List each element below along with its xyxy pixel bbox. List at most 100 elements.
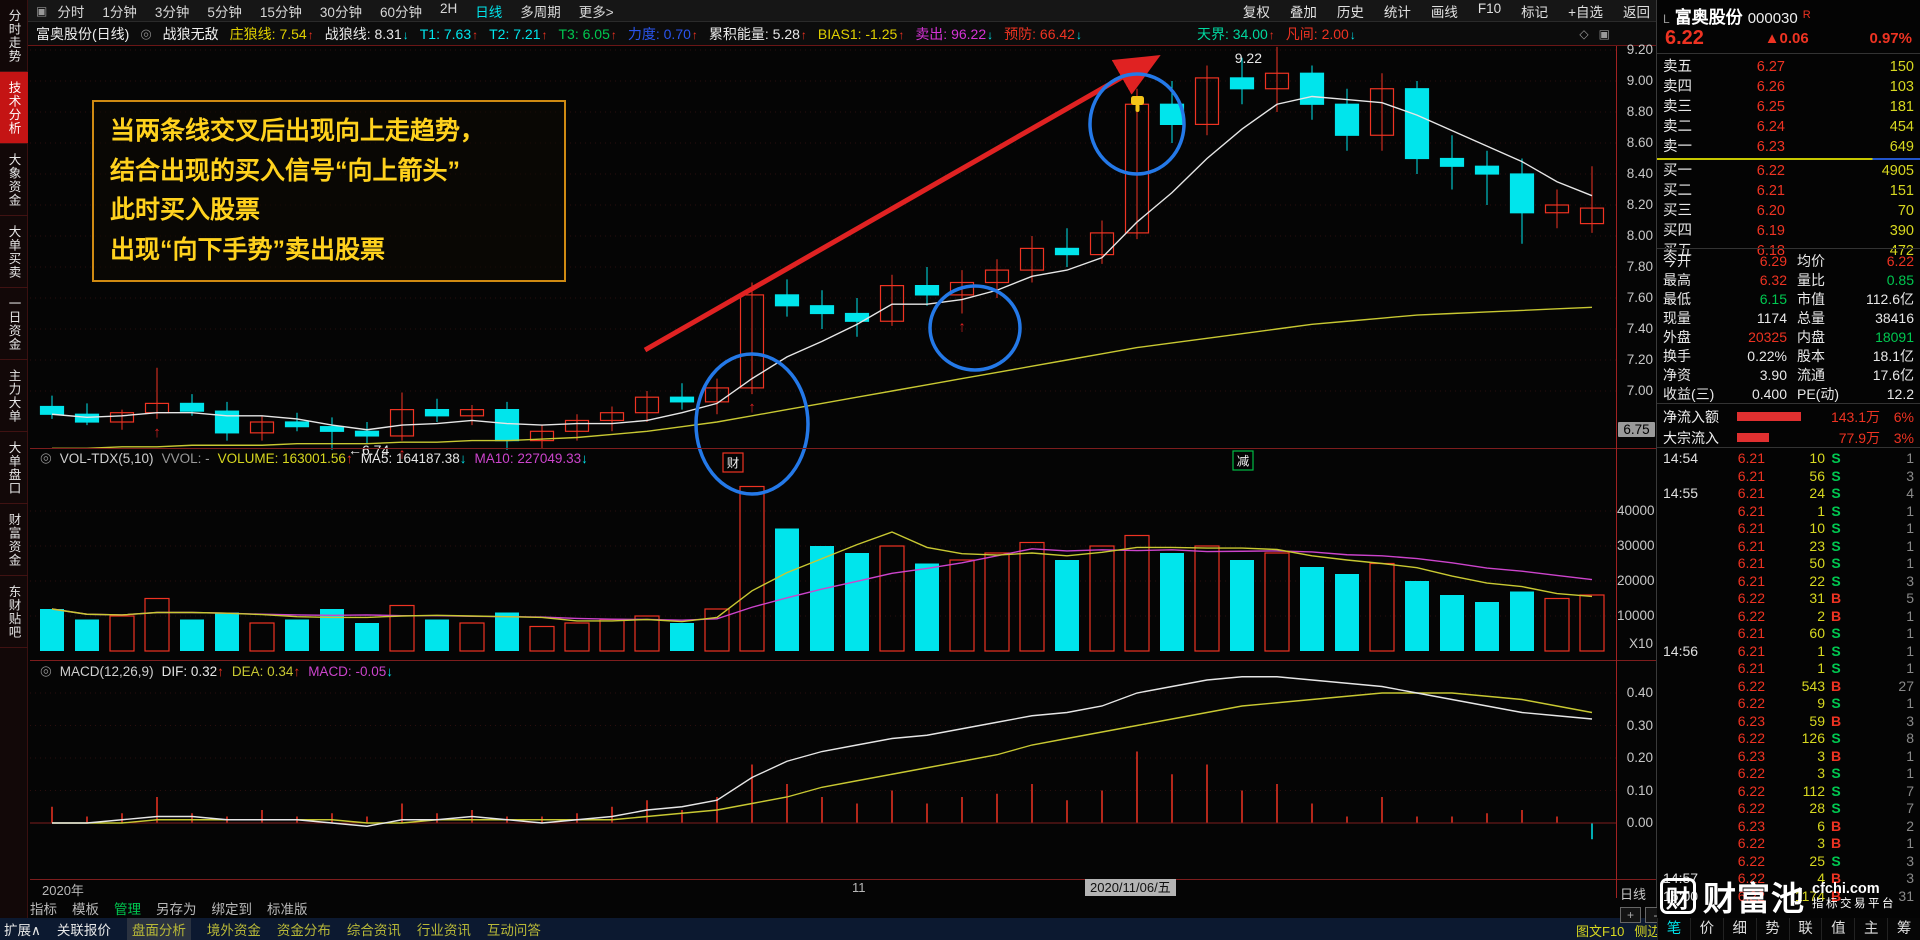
price-row: 6.22 ▲0.06 0.97%: [1657, 27, 1920, 51]
panel-border[interactable]: [1656, 0, 1657, 940]
tool-+自选[interactable]: +自选: [1568, 4, 1603, 20]
tick-count: 3: [1906, 467, 1914, 484]
collapse-icon[interactable]: ◎: [140, 26, 152, 41]
period-tab-1分钟[interactable]: 1分钟: [102, 4, 137, 20]
stat-value: 0.22%: [1747, 348, 1787, 364]
panel-toggle-icon[interactable]: ▣: [1598, 27, 1610, 41]
zoom-in-button[interactable]: +: [1620, 907, 1641, 923]
bottom-link-综合资讯[interactable]: 综合资讯: [346, 923, 401, 938]
vol-ma5-value: MA5: 164187.38↓: [360, 450, 467, 466]
period-tab-5分钟[interactable]: 5分钟: [207, 4, 242, 20]
tool-画线[interactable]: 画线: [1430, 4, 1458, 20]
bottom-tab-模板[interactable]: 模板: [72, 901, 99, 917]
quote-tab-联[interactable]: 联: [1788, 918, 1822, 940]
period-tab-30分钟[interactable]: 30分钟: [319, 4, 362, 20]
ask-price: 6.25: [1756, 99, 1785, 115]
bottom-link-境外资金[interactable]: 境外资金: [206, 923, 261, 938]
bottom-tab-指标[interactable]: 指标: [30, 901, 57, 917]
link-图文F10[interactable]: 图文F10: [1576, 924, 1625, 939]
bid-row: 买三 6.20 70: [1657, 202, 1920, 220]
bottom-tab-标准版[interactable]: 标准版: [267, 901, 308, 917]
bottom-tab-绑定到[interactable]: 绑定到: [211, 901, 253, 917]
quote-tab-主[interactable]: 主: [1854, 918, 1887, 940]
annotation-line: 当两条线交叉后出现向上走趋势，: [110, 117, 486, 145]
indicator-value: T3: 6.05↑: [558, 26, 617, 42]
period-tab-分时[interactable]: 分时: [57, 4, 85, 20]
window-icon[interactable]: ▣: [36, 3, 48, 18]
quote-tab-势[interactable]: 势: [1755, 918, 1789, 940]
x-axis-year: 2020年: [42, 883, 84, 898]
bottom-link-行业资讯[interactable]: 行业资讯: [416, 923, 471, 938]
tool-F10[interactable]: F10: [1477, 0, 1502, 16]
tick-side: S: [1831, 502, 1841, 519]
sidebar-item-大象资金[interactable]: 大象资金: [0, 144, 28, 216]
tool-返回[interactable]: 返回: [1623, 4, 1650, 20]
tick-price: 6.22: [1737, 852, 1765, 869]
candlestick-chart[interactable]: ↑ ↑ ↑ ↑ 9.22 ←6.74 财 减: [30, 46, 1616, 879]
quote-tab-笔[interactable]: 笔: [1657, 918, 1690, 940]
stat-row: 今开 6.29 均价 6.22: [1657, 253, 1920, 270]
axis-tick: 0.20: [1626, 750, 1653, 765]
period-tab-2H[interactable]: 2H: [439, 0, 458, 16]
period-tab-15分钟[interactable]: 15分钟: [259, 4, 302, 20]
period-tab-60分钟[interactable]: 60分钟: [379, 4, 422, 20]
bottom-link-互动问答[interactable]: 互动问答: [486, 923, 541, 938]
stat-label: 最高: [1663, 272, 1691, 288]
ask-label: 卖一: [1663, 139, 1692, 155]
tool-历史[interactable]: 历史: [1336, 4, 1364, 20]
sidebar-item-财富资金[interactable]: 财富资金: [0, 504, 28, 576]
bid-price: 6.21: [1756, 183, 1785, 199]
axis-tick: 8.60: [1626, 135, 1653, 150]
tick-row: 6.21 56 S 3: [1657, 468, 1920, 486]
sidebar-item-东财贴吧[interactable]: 东财贴吧: [0, 576, 28, 648]
bottom-tab-管理[interactable]: 管理: [114, 901, 141, 917]
axis-tick: 7.00: [1626, 383, 1653, 398]
quote-tab-细[interactable]: 细: [1722, 918, 1756, 940]
sidebar-item-大单盘口[interactable]: 大单盘口: [0, 432, 28, 504]
watermark-site: cfchi.com: [1812, 881, 1880, 898]
bottom-link-关联报价[interactable]: 关联报价: [56, 923, 111, 938]
tick-time: [1663, 853, 1709, 871]
tick-side: B: [1830, 747, 1842, 764]
period-tab-多周期[interactable]: 多周期: [520, 4, 561, 20]
collapse-icon[interactable]: ◎: [40, 663, 52, 678]
tick-count: 1: [1906, 520, 1914, 536]
tool-叠加[interactable]: 叠加: [1289, 4, 1317, 20]
tool-标记[interactable]: 标记: [1521, 4, 1549, 20]
tick-volume: 3: [1817, 765, 1825, 781]
sidebar-item-大单买卖[interactable]: 大单买卖: [0, 216, 28, 288]
indicator-bar: 富奥股份(日线) ◎ 战狼无敌 庄狼线: 7.54↑ 战狼线: 8.31↓ T1: …: [28, 22, 1656, 46]
sidebar-item-分时走势[interactable]: 分时走势: [0, 0, 28, 72]
stat-row: 净资 3.90 流通 17.6亿: [1657, 367, 1920, 384]
bottom-tab-另存为[interactable]: 另存为: [156, 901, 197, 917]
collapse-icon[interactable]: ◎: [40, 450, 52, 465]
diamond-icon[interactable]: ◇: [1579, 27, 1589, 41]
flow-label: 净流入额: [1663, 408, 1719, 425]
sidebar-item-一日资金[interactable]: 一日资金: [0, 288, 28, 360]
stat-value: 1174: [1756, 310, 1787, 326]
period-tab-日线[interactable]: 日线: [475, 4, 503, 20]
tool-统计[interactable]: 统计: [1383, 4, 1411, 20]
tool-复权[interactable]: 复权: [1242, 4, 1270, 20]
pane-separator[interactable]: [30, 448, 1656, 449]
period-tab-更多>[interactable]: 更多>: [578, 4, 614, 20]
stat-label: 流通: [1797, 367, 1825, 383]
pane-separator[interactable]: [30, 660, 1656, 661]
tick-row: 6.23 3 B 1: [1657, 748, 1920, 766]
tick-time: [1663, 590, 1709, 608]
quote-tab-值[interactable]: 值: [1821, 918, 1854, 940]
bottom-link-扩展∧[interactable]: 扩展∧: [4, 923, 41, 938]
tick-time: 14:55: [1663, 485, 1699, 501]
sidebar-item-技术分析[interactable]: 技术分析: [0, 72, 28, 144]
stat-value: 20325: [1748, 329, 1787, 345]
quote-tab-筹[interactable]: 筹: [1887, 918, 1920, 940]
bottom-link-资金分布[interactable]: 资金分布: [276, 923, 331, 938]
quote-tab-价[interactable]: 价: [1689, 918, 1723, 940]
stat-label: 总量: [1797, 310, 1825, 326]
period-tab-3分钟[interactable]: 3分钟: [154, 4, 190, 20]
tick-count: 2: [1906, 817, 1914, 834]
stat-label: 最低: [1663, 291, 1691, 307]
sidebar-item-主力大单[interactable]: 主力大单: [0, 360, 28, 432]
bottom-link-盘面分析[interactable]: 盘面分析: [126, 918, 191, 940]
axis-tick: 7.40: [1626, 321, 1653, 336]
